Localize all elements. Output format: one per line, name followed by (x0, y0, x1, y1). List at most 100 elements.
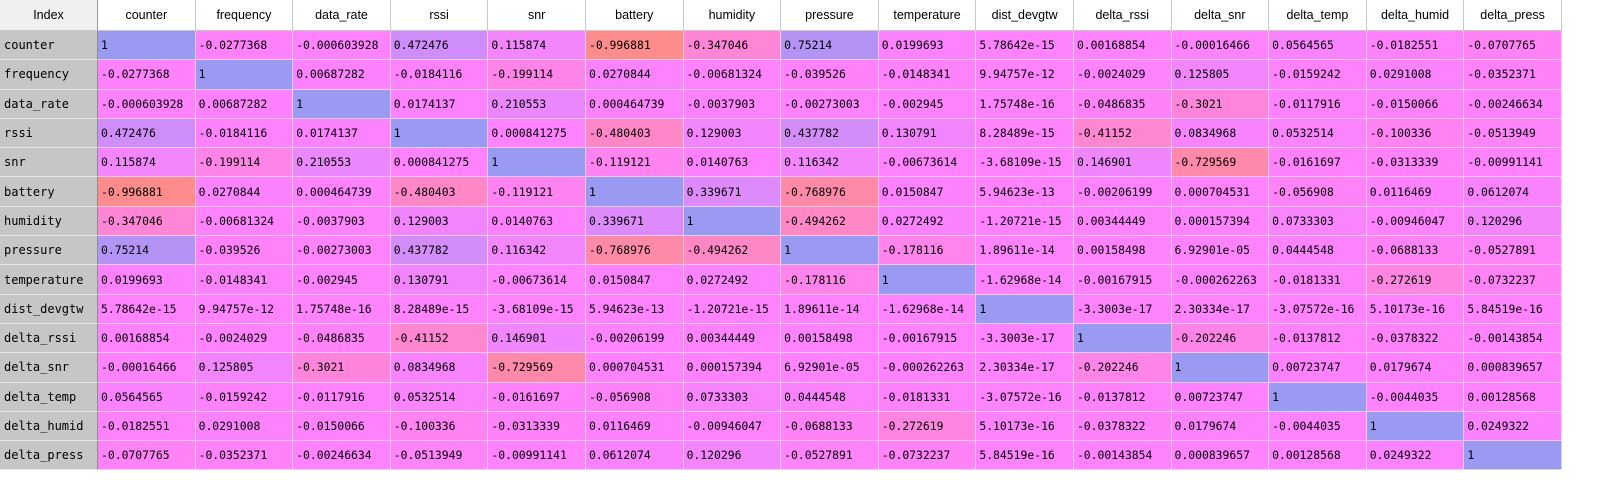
table-cell[interactable]: -0.272619 (1366, 265, 1465, 295)
table-cell[interactable]: -1.20721e-15 (683, 294, 782, 324)
table-cell[interactable]: -0.178116 (781, 265, 879, 295)
table-cell[interactable]: -0.0148341 (878, 60, 977, 90)
table-cell[interactable]: 0.00158498 (781, 323, 879, 354)
table-cell[interactable]: 1 (195, 60, 294, 90)
table-cell[interactable]: 0.00687282 (195, 89, 294, 119)
column-header-humidity[interactable]: humidity (683, 0, 782, 31)
table-cell[interactable]: -0.0184116 (195, 118, 294, 149)
table-cell[interactable]: -0.494262 (683, 236, 782, 266)
table-cell[interactable]: 0.0249322 (1464, 411, 1562, 442)
table-cell[interactable]: 1 (1073, 323, 1172, 354)
table-cell[interactable]: 5.94623e-13 (976, 177, 1074, 207)
table-cell[interactable]: -0.0181331 (878, 382, 977, 412)
table-cell[interactable]: -0.0161697 (1269, 148, 1367, 178)
table-cell[interactable]: 1 (488, 148, 586, 178)
table-cell[interactable]: 0.0249322 (1366, 441, 1465, 471)
table-cell[interactable]: -0.0527891 (1464, 236, 1562, 266)
table-cell[interactable]: 5.78642e-15 (976, 31, 1074, 61)
table-cell[interactable]: 1 (585, 177, 684, 207)
table-cell[interactable]: -1.62968e-14 (976, 265, 1074, 295)
table-cell[interactable]: 0.0612074 (585, 441, 684, 471)
row-header-frequency[interactable]: frequency (0, 60, 98, 90)
table-cell[interactable]: -0.00681324 (195, 206, 294, 237)
table-cell[interactable]: 0.120296 (683, 441, 782, 471)
table-cell[interactable]: 0.0834968 (390, 353, 489, 383)
table-cell[interactable]: -0.0732237 (878, 441, 977, 471)
table-cell[interactable]: -0.729569 (488, 353, 586, 383)
table-cell[interactable]: 1 (878, 265, 977, 295)
table-cell[interactable]: -0.0159242 (1269, 60, 1367, 90)
table-cell[interactable]: -0.056908 (585, 382, 684, 412)
table-cell[interactable]: -0.0181331 (1269, 265, 1367, 295)
table-cell[interactable]: -0.202246 (1171, 323, 1270, 354)
row-header-snr[interactable]: snr (0, 148, 98, 178)
table-cell[interactable]: -0.002945 (878, 89, 977, 119)
table-cell[interactable]: -0.729569 (1171, 148, 1270, 178)
table-cell[interactable]: 0.000839657 (1464, 353, 1562, 383)
table-cell[interactable]: 0.0179674 (1171, 411, 1270, 442)
table-cell[interactable]: 1 (1464, 441, 1562, 471)
table-cell[interactable]: -0.3021 (1171, 89, 1270, 119)
table-cell[interactable]: 0.000841275 (488, 118, 586, 149)
table-cell[interactable]: -0.347046 (683, 31, 782, 61)
table-cell[interactable]: 0.000464739 (585, 89, 684, 119)
table-cell[interactable]: 0.0140763 (488, 206, 586, 237)
table-cell[interactable]: -0.00273003 (293, 236, 391, 266)
table-cell[interactable]: -0.00991141 (1464, 148, 1562, 178)
row-header-battery[interactable]: battery (0, 177, 98, 207)
table-cell[interactable]: -1.62968e-14 (878, 294, 977, 324)
table-cell[interactable]: -0.00246634 (293, 441, 391, 471)
table-cell[interactable]: -0.00946047 (683, 411, 782, 442)
table-cell[interactable]: -0.0037903 (683, 89, 782, 119)
table-cell[interactable]: 0.000704531 (585, 353, 684, 383)
table-cell[interactable]: -3.68109e-15 (976, 148, 1074, 178)
table-cell[interactable]: -0.00016466 (1171, 31, 1270, 61)
table-cell[interactable]: 0.0174137 (293, 118, 391, 149)
table-cell[interactable]: -0.000603928 (293, 31, 391, 61)
table-cell[interactable]: 1 (390, 118, 489, 149)
table-cell[interactable]: -0.0688133 (781, 411, 879, 442)
table-cell[interactable]: 0.0270844 (195, 177, 294, 207)
table-cell[interactable]: -0.41152 (390, 323, 489, 354)
row-header-pressure[interactable]: pressure (0, 236, 98, 266)
table-cell[interactable]: 0.0199693 (98, 265, 196, 295)
table-cell[interactable]: 8.28489e-15 (976, 118, 1074, 149)
table-cell[interactable]: 1 (293, 89, 391, 119)
table-cell[interactable]: 0.210553 (488, 89, 586, 119)
table-cell[interactable]: 0.0834968 (1171, 118, 1270, 149)
table-cell[interactable]: -0.00143854 (1073, 441, 1172, 471)
table-cell[interactable]: 0.0291008 (1366, 60, 1465, 90)
column-header-delta-rssi[interactable]: delta_rssi (1073, 0, 1172, 31)
column-header-rssi[interactable]: rssi (390, 0, 489, 31)
table-cell[interactable]: -0.0148341 (195, 265, 294, 295)
table-cell[interactable]: -0.0707765 (98, 441, 196, 471)
table-cell[interactable]: 0.146901 (488, 323, 586, 354)
table-cell[interactable]: -0.0313339 (488, 411, 586, 442)
table-cell[interactable]: 0.0150847 (585, 265, 684, 295)
table-cell[interactable]: -0.00167915 (878, 323, 977, 354)
table-cell[interactable]: 0.75214 (98, 236, 196, 266)
table-cell[interactable]: -0.119121 (488, 177, 586, 207)
table-cell[interactable]: -0.0150066 (293, 411, 391, 442)
table-cell[interactable]: -0.0044035 (1366, 382, 1465, 412)
table-cell[interactable]: -0.0707765 (1464, 31, 1562, 61)
table-cell[interactable]: 0.210553 (293, 148, 391, 178)
table-cell[interactable]: 1.75748e-16 (976, 89, 1074, 119)
column-header-temperature[interactable]: temperature (878, 0, 977, 31)
table-cell[interactable]: -0.039526 (781, 60, 879, 90)
table-cell[interactable]: 1.89611e-14 (781, 294, 879, 324)
table-cell[interactable]: 5.94623e-13 (585, 294, 684, 324)
table-cell[interactable]: -0.0161697 (488, 382, 586, 412)
table-cell[interactable]: -0.00673614 (878, 148, 977, 178)
table-cell[interactable]: -3.07572e-16 (976, 382, 1074, 412)
table-cell[interactable]: -0.00206199 (585, 323, 684, 354)
table-cell[interactable]: -0.0352371 (1464, 60, 1562, 90)
table-cell[interactable]: -0.0037903 (293, 206, 391, 237)
table-cell[interactable]: -0.0277368 (98, 60, 196, 90)
column-header-delta-press[interactable]: delta_press (1464, 0, 1562, 31)
table-cell[interactable]: -0.480403 (585, 118, 684, 149)
table-cell[interactable]: -0.0024029 (1073, 60, 1172, 90)
table-cell[interactable]: 0.0733303 (1269, 206, 1367, 237)
table-cell[interactable]: 0.00128568 (1269, 441, 1367, 471)
table-cell[interactable]: 0.0564565 (98, 382, 196, 412)
